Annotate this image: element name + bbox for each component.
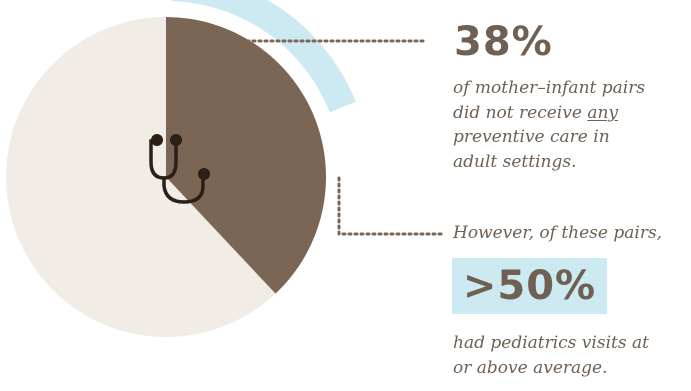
stat-50-percent-badge: >50% <box>452 258 607 314</box>
however-intro: However, of these pairs, <box>453 223 663 243</box>
stethoscope-tube <box>162 174 205 204</box>
stat-38-line-3: preventive care in <box>453 127 610 147</box>
pie-slices <box>5 0 356 337</box>
stat-50-description: had pediatrics visits at or above averag… <box>453 331 649 380</box>
stat-50-line-1: had pediatrics visits at <box>453 333 649 353</box>
stat-38-line-1: of mother–infant pairs <box>453 78 646 98</box>
highlight-arc <box>172 0 356 113</box>
leader-line-50 <box>337 176 444 236</box>
stat-50-line-2: or above average. <box>453 357 608 378</box>
stat-50-percent: >50% <box>462 263 597 309</box>
leader-lines <box>215 39 444 236</box>
stat-38-percent: 38% <box>454 19 553 65</box>
pie-slice-1 <box>5 17 276 337</box>
stethoscope-chestpiece <box>198 168 210 180</box>
stethoscope-tip-right <box>170 134 182 146</box>
stethoscope-icon <box>149 134 210 204</box>
stethoscope-tip-left <box>151 134 163 146</box>
stat-38-line-4: adult settings. <box>453 151 577 172</box>
stat-38-line-2a: did not receive <box>453 102 588 123</box>
pie-slice-0 <box>166 17 326 294</box>
stat-38-description: of mother–infant pairs did not receive a… <box>453 76 645 174</box>
stat-38-line-2-underlined: any <box>587 102 619 123</box>
